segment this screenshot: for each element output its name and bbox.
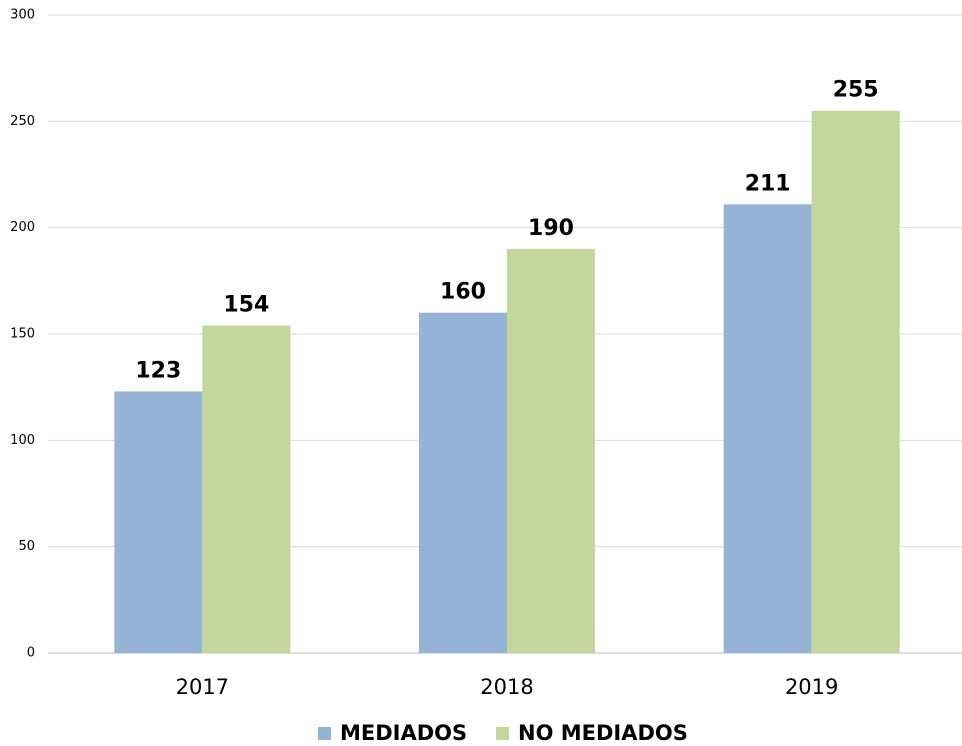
y-tick-label: 0: [27, 646, 35, 661]
legend-label: NO MEDIADOS: [518, 721, 688, 745]
y-tick-label: 200: [10, 220, 35, 235]
data-label: 154: [223, 292, 269, 317]
x-tick-label: 2018: [480, 675, 533, 699]
bar: [114, 391, 203, 653]
bar: [811, 110, 900, 653]
x-tick-label: 2017: [176, 675, 229, 699]
bar: [419, 312, 507, 653]
y-tick-label: 250: [10, 114, 35, 129]
data-label: 123: [135, 358, 181, 383]
x-tick-label: 2019: [785, 675, 838, 699]
data-label: 255: [833, 78, 879, 103]
data-label: 190: [528, 216, 574, 241]
data-label: 160: [440, 280, 486, 305]
data-label: 211: [745, 171, 791, 196]
bar: [202, 325, 291, 653]
y-tick-label: 100: [10, 433, 35, 448]
legend-swatch: [318, 727, 331, 740]
y-tick-label: 150: [10, 327, 35, 342]
legend-swatch: [496, 727, 509, 740]
bar: [507, 248, 595, 653]
y-tick-label: 300: [10, 8, 35, 23]
y-tick-label: 50: [18, 539, 35, 554]
legend-label: MEDIADOS: [340, 721, 467, 745]
bar: [723, 204, 812, 654]
